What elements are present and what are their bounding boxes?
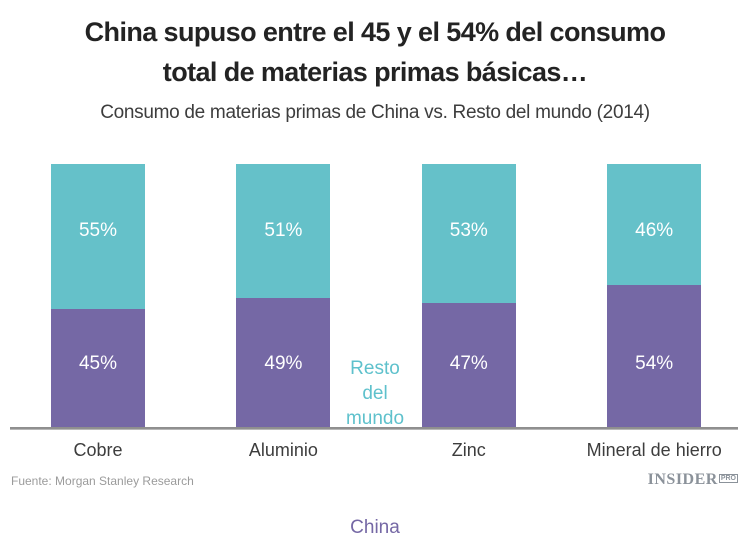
brand-name: INSIDER: [647, 471, 718, 488]
bar-value-china-mineral-de-hierro: 54%: [635, 353, 674, 374]
bar-zinc: 53% 47%: [421, 164, 516, 427]
category-label-cobre: Cobre: [73, 440, 123, 460]
bar-mineral-de-hierro: 46% 54%: [607, 164, 702, 427]
bar-aluminio: 51% 49%: [236, 164, 331, 427]
legend-china: China: [350, 517, 400, 538]
bar-segment-china-aluminio: [236, 298, 331, 427]
bar-value-rest-cobre: 55%: [78, 220, 118, 241]
bar-segment-rest-cobre: [51, 164, 145, 309]
bar-segment-china-mineral-de-hierro: [607, 284, 702, 427]
bar-segment-china-cobre: [51, 308, 145, 427]
bar-segment-china-zinc: [421, 303, 516, 427]
x-axis-line: [10, 427, 738, 430]
bar-segment-rest-zinc: [421, 164, 516, 304]
category-label-zinc: Zinc: [451, 440, 486, 460]
brand-suffix: PRO: [718, 474, 738, 483]
source-text: Fuente: Morgan Stanley Research: [11, 474, 194, 488]
legend-rest-line1: Resto: [350, 358, 400, 379]
chart-title-line2: total de materias primas básicas…: [162, 57, 588, 87]
category-label-mineral-de-hierro: Mineral de hierro: [586, 440, 722, 460]
bar-segment-rest-aluminio: [236, 164, 331, 299]
legend-rest-line3: mundo: [345, 408, 405, 429]
bar-value-china-zinc: 47%: [449, 353, 488, 374]
insider-pro-logo: INSIDER PRO: [648, 471, 738, 489]
chart-title-line1: China supuso entre el 45 y el 54% del co…: [84, 17, 666, 47]
chart-subtitle: Consumo de materias primas de China vs. …: [100, 102, 650, 123]
legend-rest-of-world: Resto del mundo: [300, 356, 450, 431]
chart-area: Resto del mundo China 55% 45% 51% 49% 53% 47%…: [0, 164, 750, 538]
bar-value-china-cobre: 45%: [78, 353, 118, 374]
legend-rest-line2: del: [362, 383, 388, 404]
bar-value-china-aluminio: 49%: [264, 353, 303, 374]
category-label-aluminio: Aluminio: [248, 440, 318, 460]
bar-cobre: 55% 45%: [51, 164, 145, 427]
bar-value-rest-aluminio: 51%: [264, 220, 303, 241]
chart-title: China supuso entre el 45 y el 54% del co…: [0, 12, 750, 92]
bar-value-rest-zinc: 53%: [449, 220, 488, 241]
bar-value-rest-mineral-de-hierro: 46%: [635, 220, 674, 241]
bar-segment-rest-mineral-de-hierro: [607, 164, 702, 285]
